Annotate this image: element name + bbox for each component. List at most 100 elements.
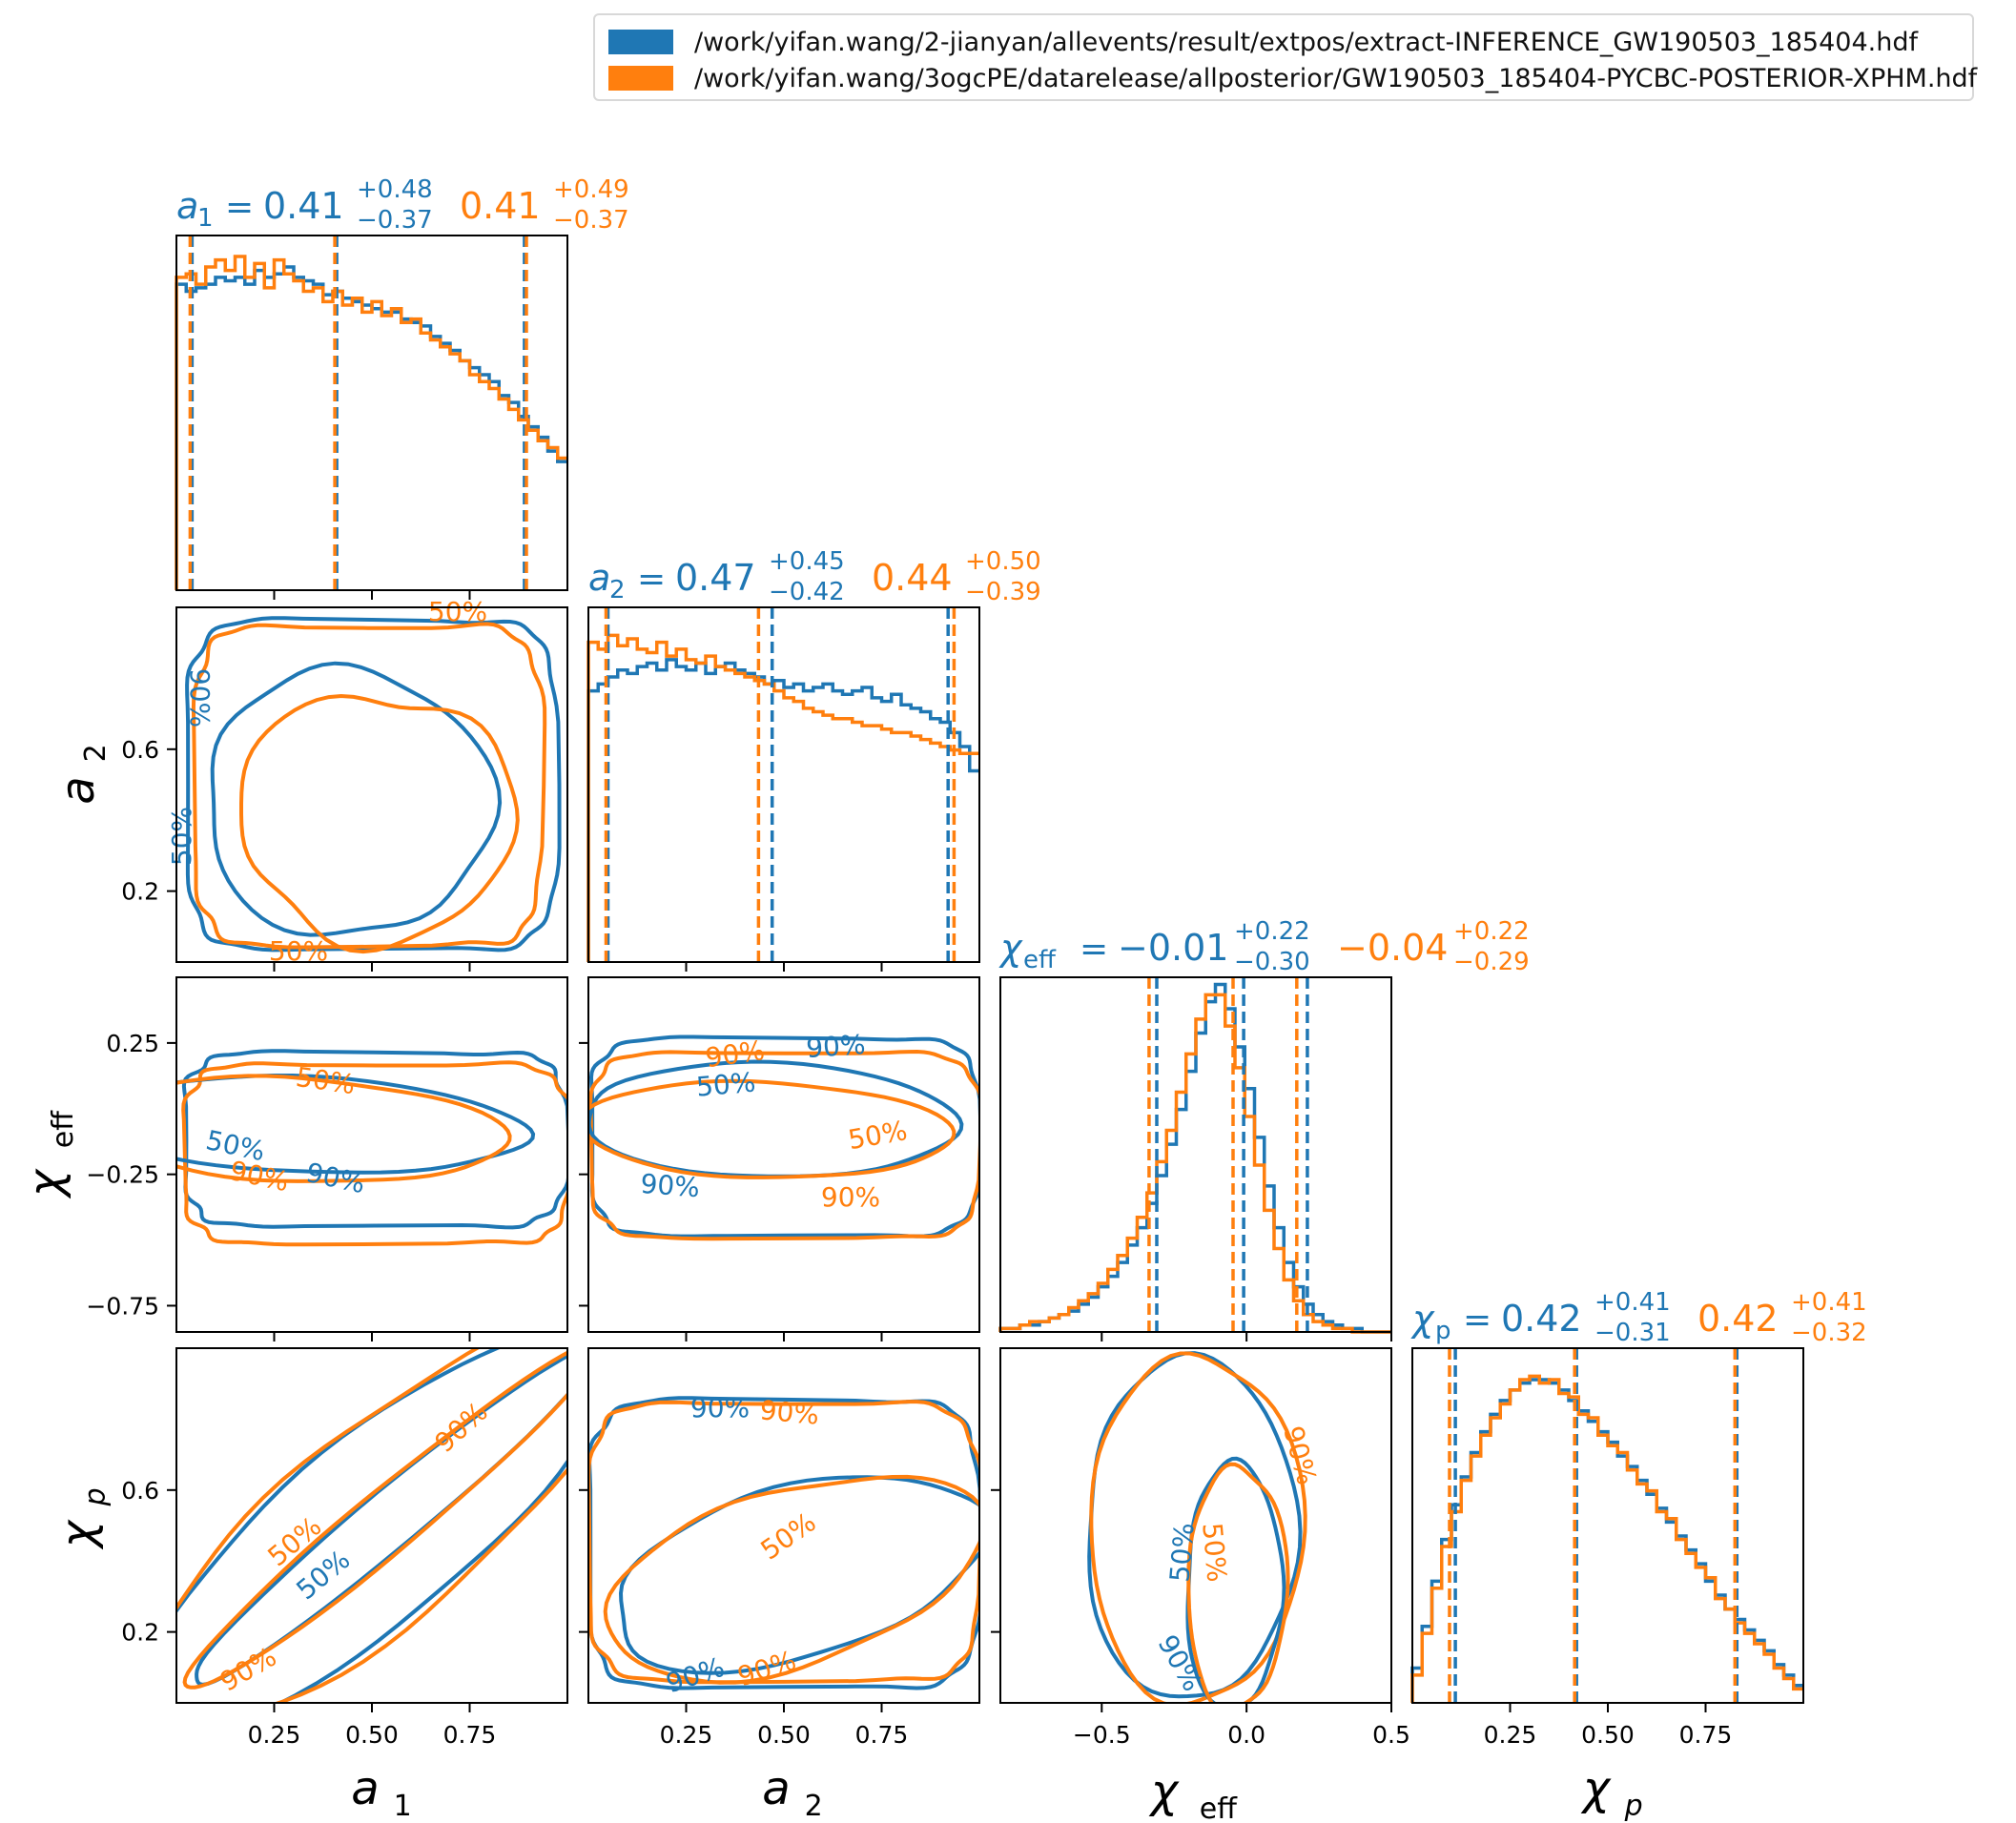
histogram-a2 [586, 607, 979, 962]
x-tick-label: 0.50 [757, 1721, 811, 1749]
title-minus-orange: −0.39 [965, 578, 1041, 606]
title-plus-blue: +0.41 [1594, 1288, 1671, 1317]
title-median-orange: 0.44 [872, 557, 953, 599]
title-minus-orange: −0.29 [1453, 948, 1530, 976]
legend-swatch-blue [608, 30, 673, 54]
x-tick-label: 0.0 [1227, 1721, 1265, 1749]
title-chi_p: χ p = 0.42 +0.41−0.31 0.42 +0.41−0.32 [1410, 1288, 1867, 1347]
contour-50-orange [182, 1350, 567, 1690]
title-plus-orange: +0.41 [1791, 1288, 1867, 1317]
histogram-chi_p [1410, 1348, 1803, 1703]
contour-90-orange [588, 1400, 979, 1685]
label-50-orange: 50% [755, 1506, 822, 1567]
label-90-blue-2: 90% [662, 1651, 728, 1700]
title-subscript: 1 [197, 204, 214, 233]
hist-step-a2-orange [586, 633, 979, 962]
x-tick-label: 0.25 [660, 1721, 713, 1749]
title-symbol: χ [1410, 1298, 1435, 1340]
label-90-orange: 90% [1277, 1423, 1323, 1488]
y-ticks-chi_eff: 0.25 −0.25 −0.75 [86, 1030, 176, 1320]
label-90-blue: 90% [303, 1157, 368, 1199]
hist-step-a1-blue [175, 265, 567, 590]
title-minus-blue: −0.30 [1234, 948, 1310, 976]
title-median-orange: −0.04 [1337, 927, 1448, 969]
contour-50-orange [603, 1474, 979, 1685]
contour-panel-a1-chi_p [176, 1348, 567, 1703]
x-axis-label-chi-eff-symbol: χ [1148, 1765, 1180, 1818]
hist-frame-chi_eff [999, 976, 1392, 1333]
x-ticks-a1-row2 [273, 1332, 471, 1342]
title-median-orange: 0.42 [1697, 1298, 1779, 1340]
x-ticks-a2-row1 [685, 962, 883, 972]
legend-label-orange: /work/yifan.wang/3ogcPE/datarelease/allp… [694, 63, 1978, 93]
label-90-orange: 90% [428, 1396, 493, 1459]
y-tick-label: −0.25 [86, 1161, 159, 1189]
x-tick-label: 0.50 [345, 1721, 399, 1749]
label-90-blue: 90% [690, 1392, 750, 1424]
label-90-blue: 90% [184, 668, 216, 727]
title-median-orange: 0.41 [460, 185, 541, 227]
y-tick-label: 0.2 [121, 1619, 159, 1647]
contour-panel-chi_eff-chi_p [1087, 1351, 1307, 1703]
x-ticks-a2-row2 [685, 1332, 883, 1342]
contour-90-orange [1089, 1351, 1307, 1703]
hist-step-chi_p-orange [1410, 1374, 1803, 1703]
label-50-blue: 50% [1163, 1522, 1200, 1584]
contour-labels: 90%50%50%90% [215, 1396, 494, 1698]
title-minus-blue: −0.31 [1594, 1319, 1671, 1347]
hist-step-chi_eff-orange [998, 993, 1391, 1334]
contour-panel-a2-chi_p [588, 1396, 979, 1690]
label-90-orange-2: 90% [821, 1181, 880, 1213]
contour-50-blue [588, 1059, 964, 1178]
label-90-blue: 90% [805, 1029, 866, 1064]
label-90-orange: 90% [758, 1394, 820, 1430]
contour-50-orange [1186, 1462, 1290, 1703]
y-tick-label: −0.75 [86, 1292, 159, 1320]
hist-frame-a1 [175, 235, 568, 591]
x-axis-label-a1-subscript: 1 [394, 1790, 412, 1823]
contour-frame-chi_eff-chi_p [999, 1347, 1392, 1704]
contour-50-blue [618, 1475, 979, 1675]
contour-panel-a2-chi_eff [588, 1034, 979, 1241]
y-axis-label-chi-p-symbol: χ [51, 1519, 105, 1550]
x-axis-label-a1-symbol: a [351, 1762, 379, 1815]
title-minus-blue: −0.37 [357, 206, 433, 235]
x-ticks-a1-row3: 0.25 0.50 0.75 [248, 1703, 496, 1749]
contour-50-blue [176, 1074, 536, 1175]
contour-90-orange [191, 622, 547, 950]
x-axis-label-chi-eff: χ eff [1148, 1765, 1238, 1823]
title-plus-blue: +0.22 [1234, 917, 1310, 946]
label-50-orange: 50% [846, 1115, 910, 1156]
inner-y-ticks-1-2 [579, 1041, 588, 1307]
contour-90-orange [181, 1060, 567, 1247]
title-subscript: 2 [609, 576, 626, 604]
x-ticks-a1-row1 [273, 962, 471, 972]
y-axis-label-a2-symbol: a [51, 776, 105, 804]
contour-labels: 50%50%90% 90% [203, 1061, 368, 1199]
hist-frame-chi_p [1411, 1347, 1804, 1704]
legend-label-blue: /work/yifan.wang/2-jianyan/allevents/res… [694, 27, 1918, 57]
title-equals: = [225, 188, 254, 227]
contour-panel-a1-chi_eff [176, 1049, 567, 1247]
title-chi_eff: χ eff = −0.01 +0.22−0.30 −0.04 +0.22−0.29 [998, 917, 1530, 976]
y-tick-label: 0.6 [121, 1477, 159, 1505]
title-minus-orange: −0.32 [1791, 1319, 1867, 1347]
hist-frame-a2 [587, 606, 980, 963]
x-tick-label: 0.50 [1581, 1721, 1635, 1749]
contour-panel-a1-a2 [185, 616, 562, 954]
x-tick-label: −0.5 [1073, 1721, 1131, 1749]
hist-step-a1-orange [175, 255, 567, 590]
x-axis-label-chi-p-symbol: χ [1580, 1762, 1612, 1815]
contour-labels: 90% 90%50%50%90% 90% [639, 1029, 909, 1213]
y-axis-label-chi-eff-symbol: χ [19, 1168, 72, 1199]
y-axis-label-chi-p: χp [51, 1487, 113, 1550]
label-50-blue: 50% [695, 1066, 757, 1102]
y-axis-label-a2-subscript: 2 [79, 744, 113, 762]
x-ticks-chi_p-row3: 0.25 0.50 0.75 [1484, 1703, 1732, 1749]
contour-labels: 50%90%50%50% [166, 596, 487, 967]
x-axis-label-chi-p-subscript: p [1624, 1790, 1643, 1823]
title-a1: a1 = 0.41 +0.48−0.37 0.41 +0.49−0.37 [176, 175, 629, 235]
contour-90-blue [176, 1348, 567, 1703]
